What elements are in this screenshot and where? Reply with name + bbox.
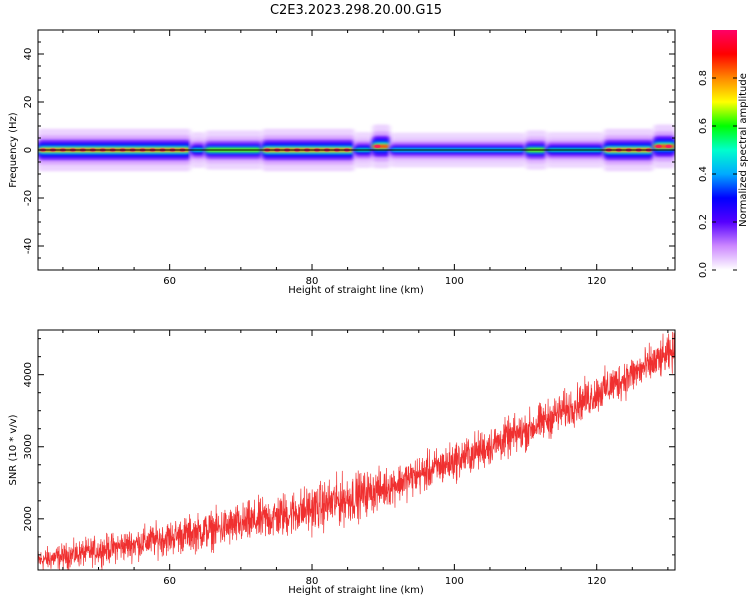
spectrogram-peak	[665, 144, 672, 148]
snr-xtick-label: 60	[163, 576, 176, 587]
spectrogram-xtick-label: 120	[587, 276, 606, 287]
snr-axes: 60 80 100 120 2000 3000 4000	[23, 330, 675, 587]
spectrogram-ytick-label: 0	[23, 147, 34, 153]
colorbar-tick-label: 0.2	[698, 214, 709, 230]
spectrogram-plot-area	[38, 124, 675, 172]
spectrogram-panel: 60 80 100 120 -40 -20 0 20 40 Height of straight…	[8, 29, 676, 296]
snr-frame	[37, 329, 676, 571]
snr-ytick-label: 2000	[23, 506, 34, 531]
snr-xtick-label: 80	[306, 576, 319, 587]
spectrogram-ytick-label: -20	[23, 190, 34, 206]
colorbar-tick-label: 0.0	[698, 262, 709, 278]
snr-panel: 60 80 100 120 2000 3000 4000 Height of straigh…	[8, 329, 676, 596]
colorbar: 0.0 0.2 0.4 0.6 0.8 Normalized spectral ampl…	[698, 30, 749, 278]
spectrogram-xtick-label: 60	[163, 276, 176, 287]
spectrogram-ytick-label: -40	[23, 238, 34, 254]
figure-title: C2E3.2023.298.20.00.G15	[270, 3, 442, 18]
colorbar-tick-label: 0.6	[698, 118, 709, 134]
snr-ytick-label: 3000	[23, 434, 34, 459]
snr-xtick-label: 120	[587, 576, 606, 587]
spectrogram-peak	[374, 144, 381, 148]
colorbar-tick-label: 0.8	[698, 70, 709, 86]
spectrogram-peak	[655, 144, 662, 148]
colorbar-ticks: 0.0 0.2 0.4 0.6 0.8	[698, 70, 737, 278]
colorbar-gradient	[712, 30, 737, 270]
spectrogram-axes: 60 80 100 120 -40 -20 0 20 40	[23, 29, 675, 287]
spectrogram-xlabel: Height of straight line (km)	[288, 285, 424, 296]
snr-ylabel: SNR (10 * v/v)	[8, 414, 19, 485]
spectrogram-ytick-label: 40	[23, 48, 34, 61]
snr-xlabel: Height of straight line (km)	[288, 585, 424, 596]
spectrogram-xtick-label: 100	[445, 276, 464, 287]
snr-series-line	[38, 331, 675, 570]
snr-ytick-label: 4000	[23, 362, 34, 387]
spectrogram-ylabel: Frequency (Hz)	[8, 112, 19, 188]
colorbar-label: Normalized spectral amplitude	[738, 73, 749, 227]
spectrogram-ytick-label: 20	[23, 96, 34, 109]
snr-xtick-label: 100	[445, 576, 464, 587]
colorbar-tick-label: 0.4	[698, 166, 709, 182]
spectrogram-xtick-label: 80	[306, 276, 319, 287]
